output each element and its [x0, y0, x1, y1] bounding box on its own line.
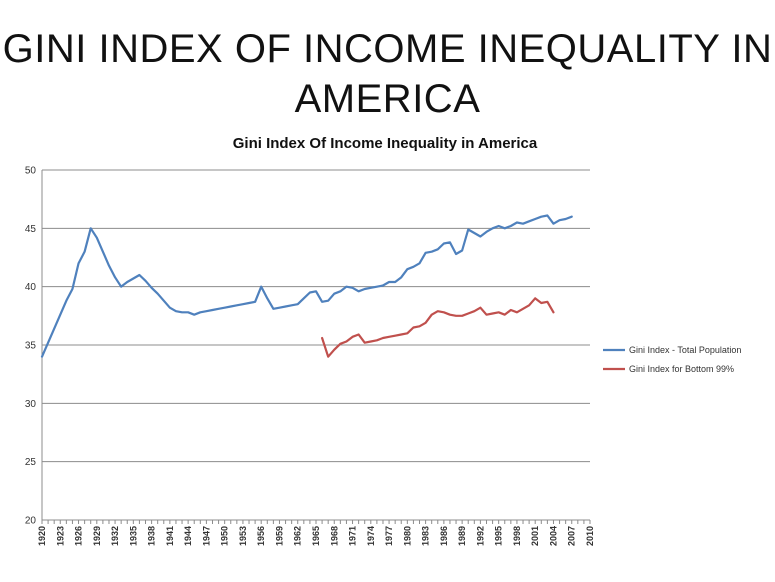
x-tick-label-1998: 1998 [512, 526, 522, 546]
x-tick-label-2001: 2001 [530, 526, 540, 546]
series-line-2 [320, 297, 555, 358]
x-tick-label-2004: 2004 [548, 526, 558, 546]
y-tick-label-35: 35 [25, 341, 37, 352]
legend-label-1: Gini Index - Total Population [629, 345, 741, 355]
x-tick-label-1980: 1980 [402, 526, 412, 546]
y-tick-label-20: 20 [25, 516, 37, 527]
series-line-1 [40, 214, 573, 358]
x-tick-label-2010: 2010 [585, 526, 595, 546]
chart-legend: Gini Index - Total Population Gini Index … [603, 345, 741, 374]
x-tick-label-1935: 1935 [128, 526, 138, 546]
slide-title-line1: GINI INDEX OF INCOME INEQUALITY IN [2, 27, 773, 71]
x-tick-label-1923: 1923 [55, 526, 65, 546]
x-tick-label-1956: 1956 [256, 526, 266, 546]
x-tick-label-1968: 1968 [329, 526, 339, 546]
x-tick-label-1971: 1971 [348, 526, 358, 546]
x-tick-label-1953: 1953 [238, 526, 248, 546]
x-tick-label-1989: 1989 [457, 526, 467, 546]
x-tick-label-1947: 1947 [201, 526, 211, 546]
x-tick-label-1983: 1983 [421, 526, 431, 546]
y-tick-label-50: 50 [25, 166, 37, 177]
x-tick-label-1920: 1920 [37, 526, 47, 546]
x-tick-label-1995: 1995 [494, 526, 504, 546]
x-tick-label-1929: 1929 [92, 526, 102, 546]
slide-title: GINI INDEX OF INCOME INEQUALITY IN AMERI… [0, 24, 775, 124]
x-tick-label-1926: 1926 [74, 526, 84, 546]
x-tick-label-1965: 1965 [311, 526, 321, 546]
x-tick-label-1959: 1959 [274, 526, 284, 546]
chart-title: Gini Index Of Income Inequality in Ameri… [233, 135, 538, 152]
x-tick-label-1962: 1962 [293, 526, 303, 546]
chart-series [40, 214, 573, 358]
x-tick-label-1977: 1977 [384, 526, 394, 546]
y-tick-label-40: 40 [25, 282, 37, 293]
chart-axes: 20 25 30 35 40 45 50 1920 1923 1926 1929 1932 1935 19… [25, 166, 595, 547]
y-tick-label-45: 45 [25, 224, 37, 235]
chart-grid [42, 169, 590, 463]
x-tick-label-1944: 1944 [183, 526, 193, 546]
y-tick-label-30: 30 [25, 399, 37, 410]
x-tick-label-1992: 1992 [475, 526, 485, 546]
slide-title-line2: AMERICA [294, 77, 481, 121]
x-tick-label-1950: 1950 [220, 526, 230, 546]
x-tick-label-1932: 1932 [110, 526, 120, 546]
x-tick-label-1941: 1941 [165, 526, 175, 546]
legend-label-2: Gini Index for Bottom 99% [629, 364, 734, 374]
x-tick-label-1938: 1938 [147, 526, 157, 546]
x-tick-label-2007: 2007 [567, 526, 577, 546]
x-tick-label-1974: 1974 [366, 526, 376, 546]
y-tick-label-25: 25 [25, 457, 37, 468]
x-tick-label-1986: 1986 [439, 526, 449, 546]
